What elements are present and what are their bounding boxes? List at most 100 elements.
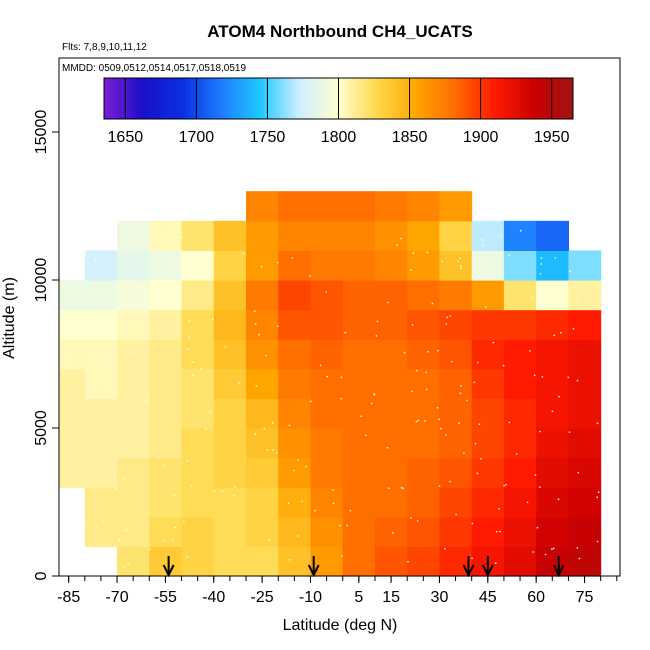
- colorbar-swatch: [221, 78, 226, 119]
- heatmap-cell: [375, 428, 408, 459]
- heatmap-cell: [84, 339, 118, 370]
- heatmap-cell: [536, 368, 569, 399]
- y-tick-label: 10000: [33, 258, 50, 303]
- colorbar-swatch: [111, 78, 117, 119]
- heatmap-cell: [84, 309, 118, 340]
- heatmap-cell: [375, 398, 408, 429]
- track-point: [370, 402, 373, 405]
- track-point: [332, 489, 334, 491]
- heatmap-cell: [439, 280, 473, 311]
- heatmap-cell: [149, 428, 183, 459]
- heatmap-cell: [375, 487, 408, 518]
- track-point: [596, 241, 598, 244]
- track-point: [186, 556, 189, 558]
- heatmap-cell: [536, 457, 569, 488]
- heatmap-cell: [439, 398, 473, 429]
- heatmap-cell: [439, 428, 473, 459]
- colorbar-swatch: [518, 78, 523, 119]
- track-point: [560, 331, 562, 334]
- colorbar-swatch: [358, 78, 363, 119]
- heatmap-cell: [84, 516, 118, 547]
- track-point: [325, 291, 328, 293]
- flight-track-points: [83, 227, 600, 568]
- track-point: [519, 229, 522, 232]
- heatmap-cell: [536, 487, 569, 518]
- heatmap-cell: [407, 428, 440, 459]
- track-point: [263, 427, 266, 430]
- track-point: [199, 368, 202, 371]
- track-point: [481, 238, 484, 241]
- heatmap-cell: [278, 546, 311, 577]
- heatmap-cell: [471, 428, 505, 459]
- track-point: [407, 560, 409, 563]
- x-tick-label: 5: [354, 589, 363, 606]
- heatmap-cell: [407, 220, 440, 251]
- colorbar-swatch: [475, 78, 480, 119]
- heatmap-cell: [181, 368, 215, 399]
- track-point: [485, 306, 487, 308]
- track-point: [174, 526, 177, 529]
- track-point: [577, 234, 580, 237]
- track-point: [349, 509, 352, 512]
- heatmap-cell: [149, 516, 183, 547]
- heatmap-cell: [213, 398, 247, 429]
- colorbar-swatch: [217, 78, 222, 119]
- track-point: [187, 348, 189, 351]
- track-point: [125, 529, 128, 532]
- track-point: [431, 302, 434, 305]
- track-point: [209, 410, 212, 413]
- track-point: [539, 273, 542, 275]
- track-point: [596, 422, 599, 425]
- track-point: [288, 424, 291, 427]
- track-point: [326, 375, 329, 378]
- track-point: [424, 420, 426, 422]
- track-point: [438, 485, 441, 487]
- track-point: [530, 297, 533, 299]
- track-point: [445, 323, 448, 325]
- colorbar-swatch: [401, 78, 406, 119]
- colorbar-swatch: [459, 78, 465, 119]
- colorbar-swatch: [268, 78, 273, 119]
- heatmap-cell: [342, 516, 376, 547]
- colorbar-swatch: [135, 78, 140, 119]
- track-point: [387, 301, 390, 304]
- track-point: [114, 473, 116, 475]
- colorbar-swatch: [334, 78, 340, 119]
- heatmap-cell: [278, 428, 311, 459]
- track-point: [266, 448, 269, 451]
- colorbar-swatch: [346, 78, 351, 119]
- colorbar-swatch: [389, 78, 394, 119]
- heatmap-cell: [568, 516, 602, 547]
- y-tick-label: 5000: [33, 410, 50, 446]
- track-point: [275, 452, 278, 454]
- heatmap-cell: [471, 457, 505, 488]
- track-point: [276, 261, 279, 264]
- track-point: [480, 457, 482, 460]
- heatmap-cell: [568, 428, 602, 459]
- colorbar-swatch: [424, 78, 429, 119]
- colorbar-swatch: [287, 78, 293, 119]
- colorbar-swatch: [381, 78, 386, 119]
- heatmap-cell: [246, 487, 279, 518]
- heatmap-cell: [181, 457, 215, 488]
- heatmap-cell: [278, 487, 311, 518]
- x-tick-label: -55: [154, 589, 177, 606]
- colorbar-swatch: [127, 78, 132, 119]
- x-tick-label: 75: [576, 589, 594, 606]
- colorbar-swatch: [303, 78, 308, 119]
- heatmap-cell: [407, 546, 440, 577]
- colorbar-swatch: [319, 78, 324, 119]
- track-point: [494, 562, 497, 565]
- profile-arrow-head: [481, 564, 494, 578]
- heatmap-cell: [568, 457, 602, 488]
- heatmap-cell: [84, 398, 118, 429]
- colorbar-swatch: [178, 78, 183, 119]
- track-point: [569, 270, 571, 272]
- track-point: [477, 361, 479, 364]
- colorbar-swatch: [490, 78, 496, 119]
- heatmap-cell: [181, 280, 215, 311]
- heatmap-cell: [213, 487, 247, 518]
- heatmap-cell: [213, 280, 247, 311]
- track-point: [339, 524, 341, 527]
- track-point: [386, 446, 389, 449]
